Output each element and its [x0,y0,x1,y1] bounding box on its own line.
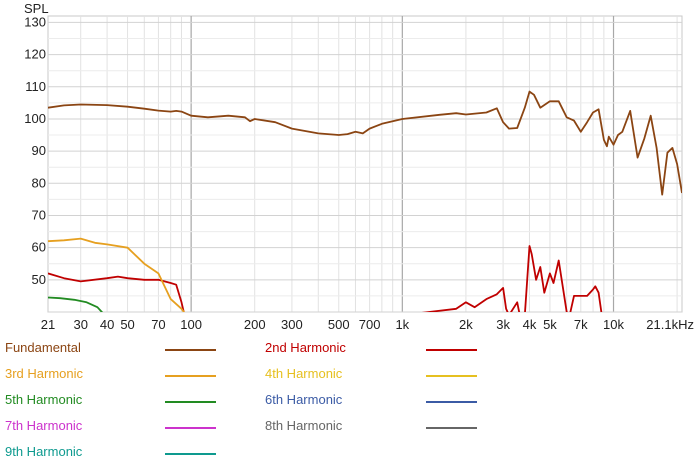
x-tick-label: 2k [459,317,473,332]
x-tick-label: 5k [543,317,557,332]
legend-item-7th-harmonic[interactable]: 7th Harmonic [5,418,216,438]
legend-label: 4th Harmonic [265,366,343,381]
y-tick-label: 70 [32,207,46,222]
frequency-response-chart: SPL 50 60 70 80 90 100 110 120 130 21 30 40 50 70 100… [24,1,694,332]
legend-label: Fundamental [5,340,81,355]
series-line-3rd-harmonic [48,237,186,312]
x-tick-label: 30 [73,317,87,332]
legend-item-2nd-harmonic[interactable]: 2nd Harmonic [265,340,477,360]
x-tick-label: 700 [359,317,381,332]
y-tick-label: 130 [24,14,46,29]
legend-label: 8th Harmonic [265,418,343,433]
x-tick-label: 10k [603,317,624,332]
x-tick-label: 500 [328,317,350,332]
legend-item-9th-harmonic[interactable]: 9th Harmonic [5,444,216,464]
legend-item-fundamental[interactable]: Fundamental [5,340,216,360]
y-tick-label: 90 [32,143,46,158]
x-tick-label: 7k [574,317,588,332]
x-tick-label: 1k [395,317,409,332]
legend-label: 6th Harmonic [265,392,343,407]
x-tick-label: 50 [120,317,134,332]
legend-label: 9th Harmonic [5,444,83,459]
y-tick-label: 60 [32,240,46,255]
series-line-2nd-harmonic [48,245,603,312]
x-tick-label: 300 [281,317,303,332]
y-tick-label: 50 [32,272,46,287]
x-tick-label: 40 [100,317,114,332]
x-tick-label: 21 [41,317,55,332]
series-line-fundamental [48,90,682,196]
legend-label: 5th Harmonic [5,392,83,407]
legend-swatch [165,427,216,429]
x-tick-label: 200 [244,317,266,332]
legend-swatch [165,375,216,377]
y-tick-label: 100 [24,111,46,126]
legend-label: 2nd Harmonic [265,340,346,355]
x-tick-labels: 21 30 40 50 70 100 200 300 500 700 1k 2k 3k 4k 5k 7k 10k… [41,317,694,332]
plot-frame [47,15,683,313]
y-tick-label: 80 [32,175,46,190]
y-axis-label: SPL [24,1,49,16]
legend-item-3rd-harmonic[interactable]: 3rd Harmonic [5,366,216,386]
legend-label: 3rd Harmonic [5,366,84,381]
x-tick-label: 100 [180,317,202,332]
legend: Fundamental 2nd Harmonic 3rd Harmonic 4th H… [0,338,700,473]
legend-swatch [165,453,216,455]
legend-swatch [426,349,477,351]
x-tick-label: 3k [496,317,510,332]
series-line-5th-harmonic [48,296,104,312]
legend-item-8th-harmonic[interactable]: 8th Harmonic [265,418,477,438]
y-tick-label: 110 [25,79,46,94]
x-tick-label: 21.1kHz [646,317,694,332]
legend-swatch [165,349,216,351]
y-tick-labels: 50 60 70 80 90 100 110 120 130 [24,14,46,286]
legend-item-6th-harmonic[interactable]: 6th Harmonic [265,392,477,412]
x-tick-label: 70 [151,317,165,332]
legend-item-4th-harmonic[interactable]: 4th Harmonic [265,366,477,386]
legend-swatch [426,375,477,377]
legend-item-5th-harmonic[interactable]: 5th Harmonic [5,392,216,412]
legend-swatch [426,401,477,403]
legend-swatch [426,427,477,429]
plot-area [48,90,682,312]
chart-grid [47,15,683,313]
legend-swatch [165,401,216,403]
legend-label: 7th Harmonic [5,418,83,433]
y-tick-label: 120 [24,47,46,62]
x-tick-label: 4k [523,317,537,332]
